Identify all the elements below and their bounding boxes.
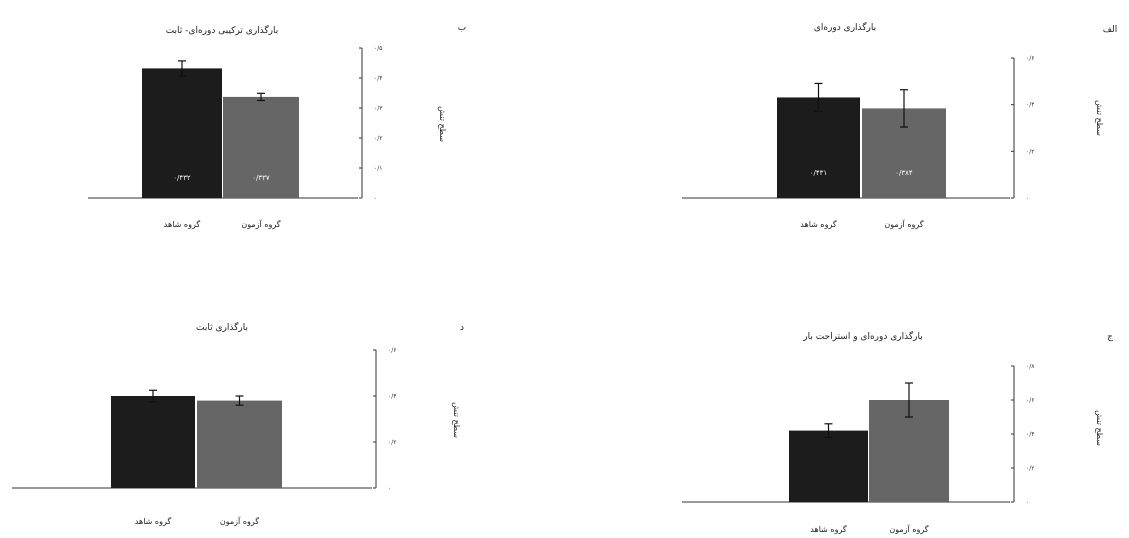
panel-4-bar [197, 400, 282, 488]
panel-1-category-label: گروه شاهد [800, 219, 837, 229]
panel-4-y-tick-label: ۰ [388, 485, 391, 492]
panel-2-y-tick-label: ۰ [374, 195, 377, 202]
panel-3-panel-letter: ج [1107, 332, 1113, 342]
panel-1-panel-letter: الف [1103, 25, 1118, 35]
panel-1-category-label: گروه آزمون [884, 219, 923, 229]
panel-2-bar [223, 96, 299, 198]
panel-4-y-tick-label: ۰/۲ [388, 439, 396, 446]
panel-3-category-label: گروه شاهد [810, 524, 847, 534]
panel-3-y-axis-label: سطح تنش [1095, 410, 1104, 446]
panel-4-title: بارگذاری ثابت [196, 321, 248, 333]
panel-1-y-tick-label: ۰/۶ [1026, 55, 1034, 62]
panel-2-y-axis-label: سطح تنش [438, 106, 447, 142]
panel-2-category-label: گروه شاهد [164, 219, 201, 229]
panel-1-bar [777, 97, 860, 198]
panel-1-y-axis-label: سطح تنش [1095, 100, 1104, 136]
panel-1-title: بارگذاری دوره‌ای [814, 21, 876, 33]
panel-3-y-tick-label: ۰/۴ [1026, 431, 1034, 438]
panel-2-bar [142, 68, 222, 199]
panel-1-data-label: ۰/۴۳۱ [810, 169, 827, 177]
panel-3-y-tick-label: ۰/۶ [1026, 397, 1034, 404]
panel-4-bar [111, 396, 195, 488]
panel-4-category-label: گروه شاهد [135, 516, 172, 526]
panel-4-panel-letter: د [460, 323, 464, 333]
panel-2-category-label: گروه آزمون [241, 219, 280, 229]
panel-2-y-tick-label: ۰/۵ [374, 45, 382, 52]
panel-4-category-label: گروه آزمون [220, 516, 259, 526]
panel-2-y-tick-label: ۰/۲ [374, 135, 382, 142]
panel-2-y-tick-label: ۰/۳ [374, 105, 383, 112]
panel-2-data-label: ۰/۳۳۷ [252, 174, 270, 182]
panel-4-y-tick-label: ۰/۴ [388, 393, 396, 400]
panel-1-y-tick-label: ۰/۴ [1026, 102, 1034, 109]
panel-2-y-tick-label: ۰/۱ [374, 165, 382, 172]
panel-2-title: بارگذاری ترکیبی دوره‌ای- ثابت [166, 24, 279, 36]
panel-3-title: بارگذاری دوره‌ای و استراحت بار [802, 330, 922, 342]
panel-2-panel-letter: ب [458, 23, 466, 33]
panel-3-category-label: گروه آزمون [889, 524, 928, 534]
panel-1-data-label: ۰/۳۸۴ [895, 169, 913, 177]
panel-4-y-tick-label: ۰/۶ [388, 347, 396, 354]
panel-3-y-tick-label: ۰/۸ [1026, 363, 1035, 370]
panel-1-y-tick-label: ۰/۲ [1026, 148, 1034, 155]
panel-1-y-tick-label: ۰ [1026, 195, 1029, 202]
panel-4-y-axis-label: سطح تنش [452, 402, 461, 438]
panel-3-y-tick-label: ۰ [1026, 499, 1029, 506]
panel-3-bar [789, 430, 868, 502]
panel-3-y-tick-label: ۰/۲ [1026, 465, 1034, 472]
panel-2-data-label: ۰/۴۳۲ [173, 174, 191, 182]
panel-2-y-tick-label: ۰/۴ [374, 75, 382, 82]
